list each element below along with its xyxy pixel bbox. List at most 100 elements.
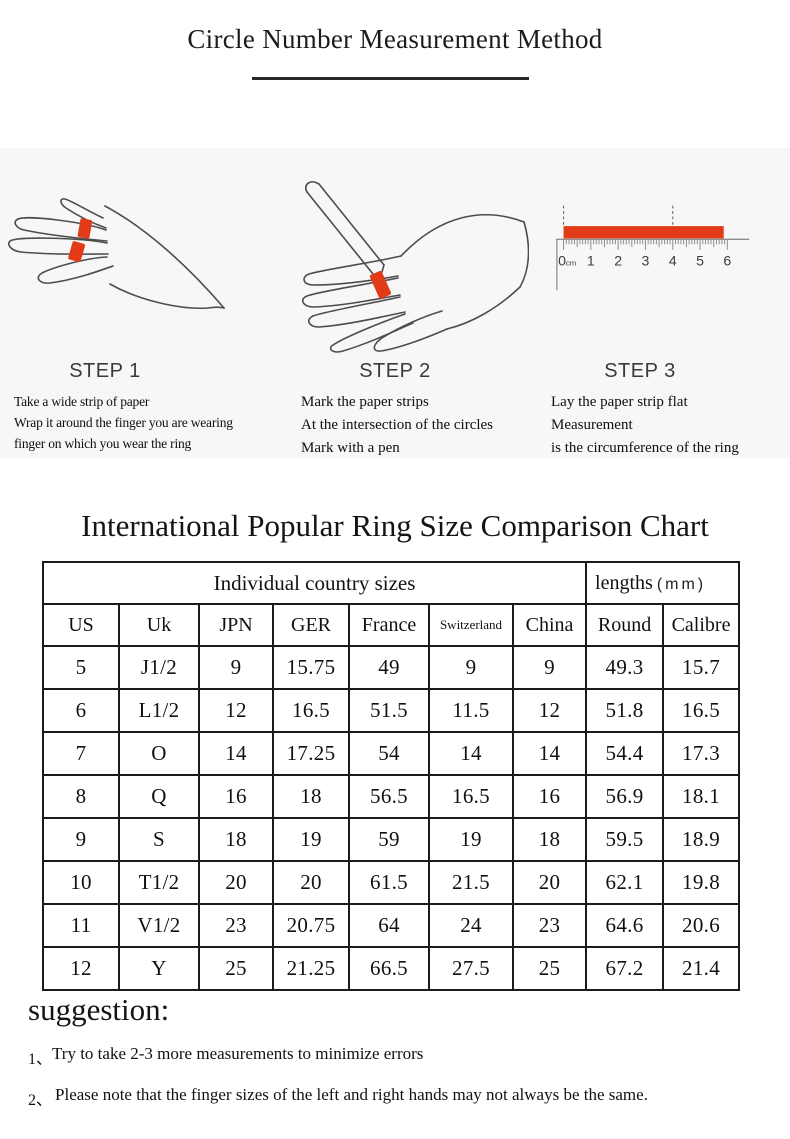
suggestion-item-text: Try to take 2-3 more measurements to min… <box>52 1044 424 1063</box>
step-3-label: STEP 3 <box>604 360 676 382</box>
measurement-steps-section: STEP 1 Take a wide strip of paper Wrap i… <box>0 148 790 458</box>
table-cell: 18.9 <box>662 817 741 862</box>
table-cell: O <box>118 731 200 776</box>
table-cell: 16.5 <box>272 688 350 733</box>
table-row: 5 J1/2 9 15.75 49 9 9 49.3 15.7 <box>42 645 741 690</box>
table-cell: 6 <box>42 688 120 733</box>
table-cell: 8 <box>42 774 120 819</box>
table-cell: 9 <box>428 645 514 690</box>
step-1-block: STEP 1 Take a wide strip of paper Wrap i… <box>0 148 265 458</box>
step-3-block: 0cm 1 2 3 4 5 6 STEP 3 Lay the paper strip fla… <box>545 148 790 458</box>
table-cell: 17.3 <box>662 731 741 776</box>
table-cell: 18 <box>511 817 588 862</box>
table-cell: 56.9 <box>585 774 665 819</box>
step-1-label: STEP 1 <box>69 360 141 382</box>
step-1-instructions: Take a wide strip of paper Wrap it aroun… <box>14 394 233 451</box>
table-cell: 14 <box>428 731 514 776</box>
table-cell: 15.7 <box>662 645 741 690</box>
table-cell: 12 <box>42 946 120 991</box>
table-cell: Y <box>118 946 200 991</box>
ruler-label: 1 <box>587 253 595 269</box>
table-cell: 67.2 <box>585 946 665 991</box>
table-cell: 49.3 <box>585 645 665 690</box>
table-cell: 20 <box>272 860 350 905</box>
table-cell: 19 <box>272 817 350 862</box>
paper-strip-icon <box>77 218 93 239</box>
table-row: 11 V1/2 23 20.75 64 24 23 64.6 20.6 <box>42 903 741 948</box>
table-cell: 23 <box>511 903 588 948</box>
table-cell: 20.75 <box>272 903 350 948</box>
table-row: 7 O 14 17.25 54 14 14 54.4 17.3 <box>42 731 741 776</box>
table-cell: 25 <box>511 946 588 991</box>
table-cell: 20 <box>198 860 274 905</box>
page-title: Circle Number Measurement Method <box>187 24 603 54</box>
table-cell: 16 <box>511 774 588 819</box>
table-cell: 61.5 <box>348 860 430 905</box>
table-cell: V1/2 <box>118 903 200 948</box>
table-cell: 9 <box>198 645 274 690</box>
table-cell: 9 <box>511 645 588 690</box>
table-cell: 24 <box>428 903 514 948</box>
table-cell: S <box>118 817 200 862</box>
table-cell: 23 <box>198 903 274 948</box>
table-cell: 7 <box>42 731 120 776</box>
table-cell: 64.6 <box>585 903 665 948</box>
table-cell: 12 <box>511 688 588 733</box>
table-cell: 27.5 <box>428 946 514 991</box>
hand-with-pen-icon <box>301 181 529 353</box>
ruler-icon: 0cm 1 2 3 4 5 6 <box>556 205 750 291</box>
table-row: 9 S 18 19 59 19 18 59.5 18.9 <box>42 817 741 862</box>
ruler-label: 0cm <box>558 253 576 269</box>
table-cell: 25 <box>198 946 274 991</box>
table-row: 10 T1/2 20 20 61.5 21.5 20 62.1 19.8 <box>42 860 741 905</box>
table-cell: 21.5 <box>428 860 514 905</box>
table-row: 8 Q 16 18 56.5 16.5 16 56.9 18.1 <box>42 774 741 819</box>
table-cell: 54 <box>348 731 430 776</box>
suggestion-title: suggestion: <box>28 992 170 1027</box>
table-cell: 62.1 <box>585 860 665 905</box>
group-header-country-sizes: Individual country sizes <box>41 561 588 605</box>
step-2-label: STEP 2 <box>359 360 431 382</box>
table-cell: J1/2 <box>118 645 200 690</box>
ring-size-table-wrapper: Individual country sizes lengths (mm) US U… <box>41 561 741 991</box>
step-2-block: STEP 2 Mark the paper strips At the inte… <box>265 148 545 458</box>
table-cell: 18 <box>198 817 274 862</box>
table-cell: 14 <box>511 731 588 776</box>
step-2-instructions: Mark the paper strips At the intersectio… <box>301 394 494 456</box>
table-cell: 51.5 <box>348 688 430 733</box>
table-body: 5 J1/2 9 15.75 49 9 9 49.3 15.7 6 L1/2 12 16.5 51.5 11… <box>42 645 741 991</box>
suggestion-item: 1、 Try to take 2-3 more measurements to … <box>28 1044 773 1069</box>
column-header-us: US <box>42 603 120 647</box>
ruler-label: 6 <box>723 253 731 269</box>
suggestion-section: suggestion: 1、 Try to take 2-3 more meas… <box>28 992 773 1110</box>
step-1-illustration <box>0 148 265 360</box>
table-cell: 18 <box>272 774 350 819</box>
table-cell: 16 <box>198 774 274 819</box>
table-cell: L1/2 <box>118 688 200 733</box>
table-cell: 10 <box>42 860 120 905</box>
column-header-calibre: Calibre <box>662 603 741 647</box>
column-header-round: Round <box>585 603 665 647</box>
ring-size-table: Individual country sizes lengths (mm) US U… <box>41 561 741 991</box>
table-cell: 20 <box>511 860 588 905</box>
column-header-ger: GER <box>272 603 350 647</box>
table-cell: 18.1 <box>662 774 741 819</box>
table-cell: 17.25 <box>272 731 350 776</box>
suggestion-item-number: 2、 <box>28 1092 53 1109</box>
table-cell: 16.5 <box>428 774 514 819</box>
table-row: 12 Y 25 21.25 66.5 27.5 25 67.2 21.4 <box>42 946 741 991</box>
table-cell: 56.5 <box>348 774 430 819</box>
table-cell: 20.6 <box>662 903 741 948</box>
table-cell: 9 <box>42 817 120 862</box>
paper-strip-icon <box>68 241 86 263</box>
ruler-ticks: 0cm 1 2 3 4 5 6 <box>558 239 731 269</box>
column-header-row: US Uk JPN GER France Switzerland China Round Cal… <box>42 603 741 647</box>
column-header-switzerland: Switzerland <box>428 603 514 647</box>
column-header-uk: Uk <box>118 603 200 647</box>
table-cell: T1/2 <box>118 860 200 905</box>
paper-strip-on-ruler <box>563 226 724 239</box>
table-cell: Q <box>118 774 200 819</box>
group-header-row: Individual country sizes lengths (mm) <box>41 561 741 605</box>
table-cell: 16.5 <box>662 688 741 733</box>
table-cell: 59.5 <box>585 817 665 862</box>
